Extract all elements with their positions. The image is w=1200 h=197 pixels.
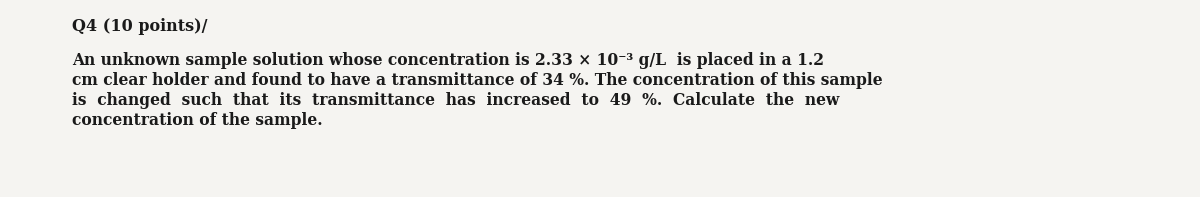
Text: An unknown sample solution whose concentration is 2.33 × 10⁻³ g/L  is placed in : An unknown sample solution whose concent… xyxy=(72,52,824,69)
Text: is  changed  such  that  its  transmittance  has  increased  to  49  %.  Calcula: is changed such that its transmittance h… xyxy=(72,92,839,109)
Text: concentration of the sample.: concentration of the sample. xyxy=(72,112,323,129)
Text: cm clear holder and found to have a transmittance of 34 %. The concentration of : cm clear holder and found to have a tran… xyxy=(72,72,883,89)
Text: Q4 (10 points)/: Q4 (10 points)/ xyxy=(72,18,208,35)
